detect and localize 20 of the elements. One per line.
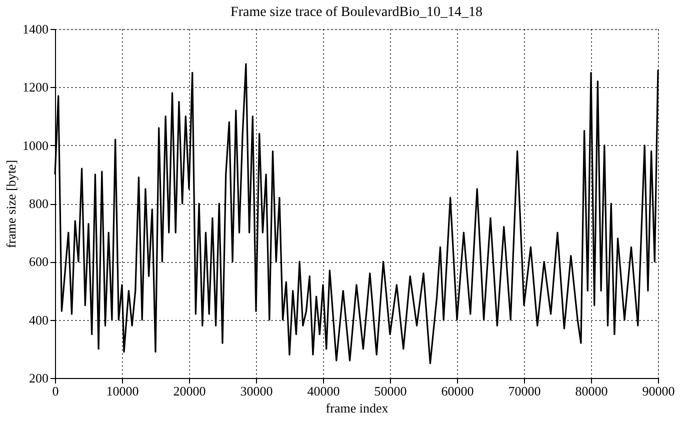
y-axis-title: frame size [byte] (4, 160, 18, 248)
y-tick-label: 600 (29, 254, 48, 270)
x-tick-label: 70000 (508, 384, 541, 398)
y-tick-label: 800 (29, 196, 48, 211)
x-tick-label: 80000 (575, 384, 608, 398)
y-tick-label: 1400 (22, 22, 48, 36)
chart-title: Frame size trace of BoulevardBio_10_14_18 (230, 5, 482, 20)
x-tick-label: 20000 (173, 384, 206, 398)
x-tick-label: 40000 (307, 384, 340, 398)
y-tick-label: 200 (29, 370, 48, 386)
x-tick-label: 10000 (106, 384, 139, 398)
x-tick-label: 60000 (441, 384, 474, 398)
x-tick-label: 90000 (642, 384, 675, 398)
y-tick-label: 400 (29, 312, 48, 328)
x-tick-label: 50000 (374, 384, 407, 398)
x-tick-label: 0 (52, 384, 59, 398)
x-axis-title: frame index (326, 400, 389, 416)
y-tick-label: 1000 (22, 138, 48, 153)
y-tick-label: 1200 (22, 80, 48, 95)
x-tick-label: 30000 (240, 384, 273, 398)
